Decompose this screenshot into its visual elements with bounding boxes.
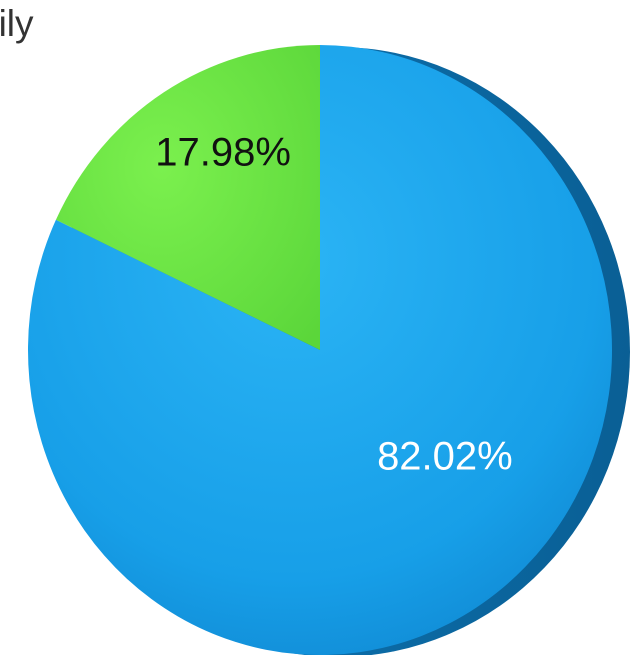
pie-slices [28,45,612,655]
legend-text-line-1: nily [0,3,34,44]
pie-slice-2 [55,45,320,350]
pie-slice-1 [28,45,612,655]
pie-labels: 82.02% 17.98% [155,130,512,478]
pie-slice-label-2: 17.98% [155,130,291,174]
pie-slice-label-1: 82.02% [377,435,513,479]
